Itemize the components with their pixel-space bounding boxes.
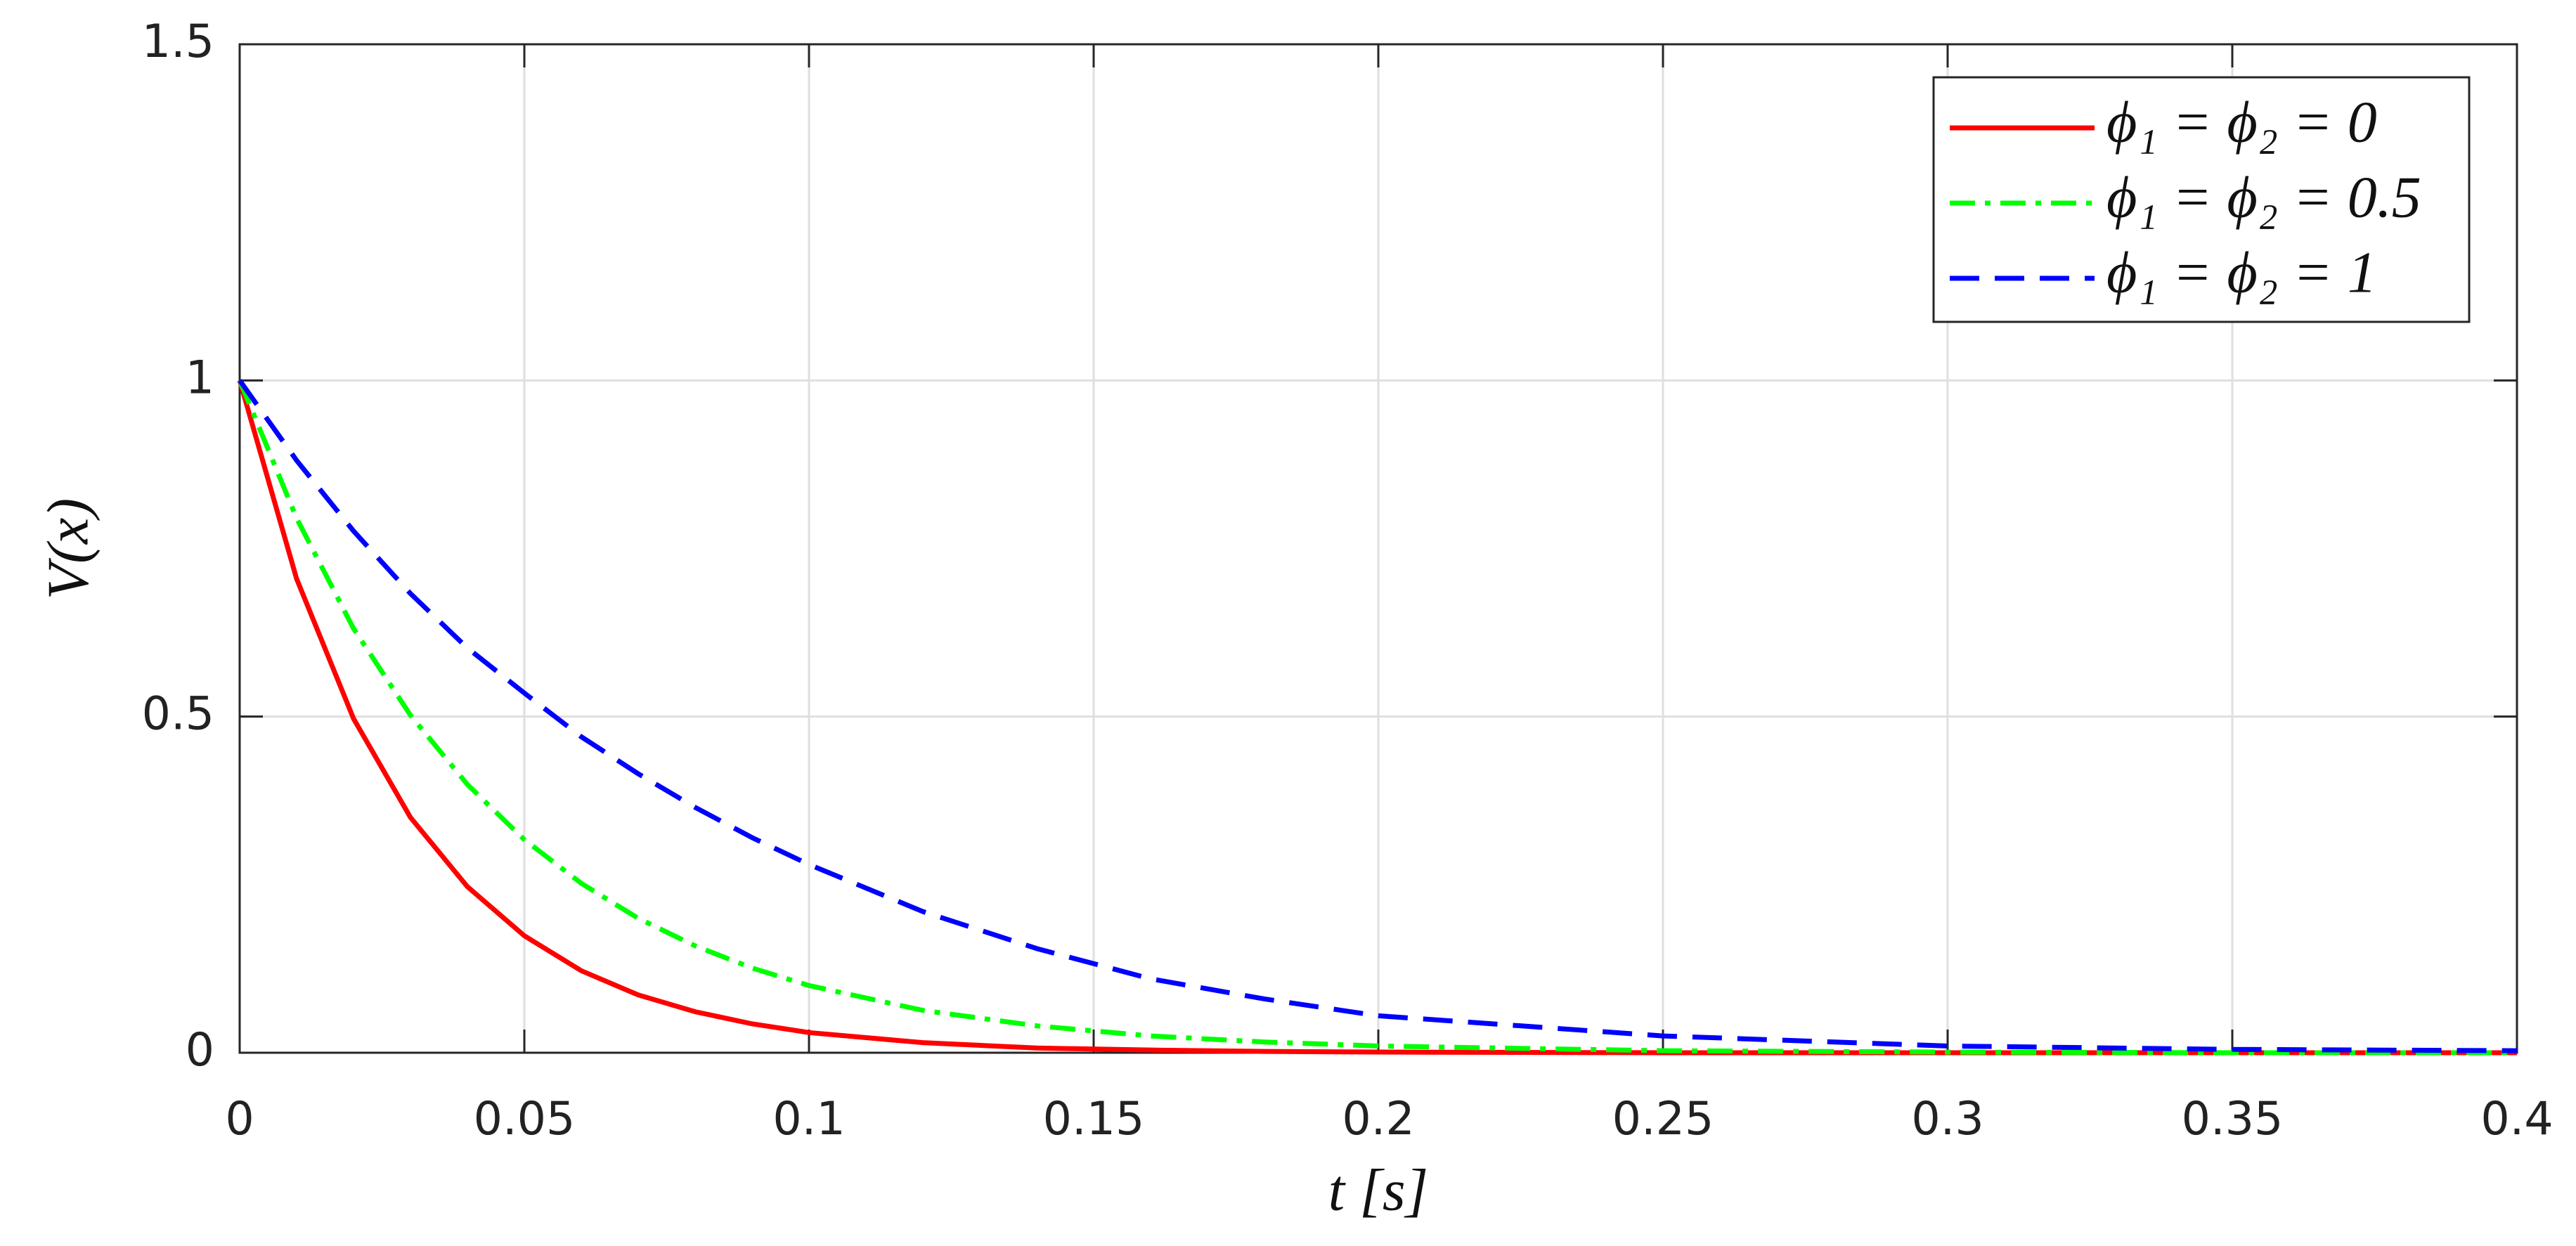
y-axis-label: V(x) (35, 498, 101, 600)
x-axis-label: t [s] (1328, 1157, 1428, 1223)
legend-label: ϕ₁ = ϕ₂ = 0.5 (2106, 164, 2421, 230)
y-tick-label: 0.5 (142, 688, 214, 741)
x-tick-label: 0 (225, 1093, 254, 1146)
legend-box (1932, 76, 2471, 323)
y-tick-label: 0 (186, 1024, 214, 1077)
x-tick-label: 0.1 (772, 1093, 845, 1146)
series-line (237, 379, 2517, 1056)
x-tick-label: 0.25 (1612, 1093, 1714, 1146)
y-tick-label: 1.5 (142, 15, 214, 68)
x-tick-label: 0.2 (1342, 1093, 1414, 1146)
x-tick-label: 0.15 (1043, 1093, 1145, 1146)
legend-label: ϕ₁ = ϕ₂ = 0 (2106, 89, 2377, 155)
x-tick-label: 0.3 (1911, 1093, 1983, 1146)
x-tick-label: 0.05 (474, 1093, 576, 1146)
x-tick-label: 0.35 (2182, 1093, 2284, 1146)
x-tick-label: 0.4 (2480, 1093, 2553, 1146)
series-line (237, 379, 2517, 1056)
legend-label: ϕ₁ = ϕ₂ = 1 (2106, 240, 2377, 305)
series-line (238, 379, 2518, 1053)
y-tick-label: 1 (186, 351, 214, 404)
